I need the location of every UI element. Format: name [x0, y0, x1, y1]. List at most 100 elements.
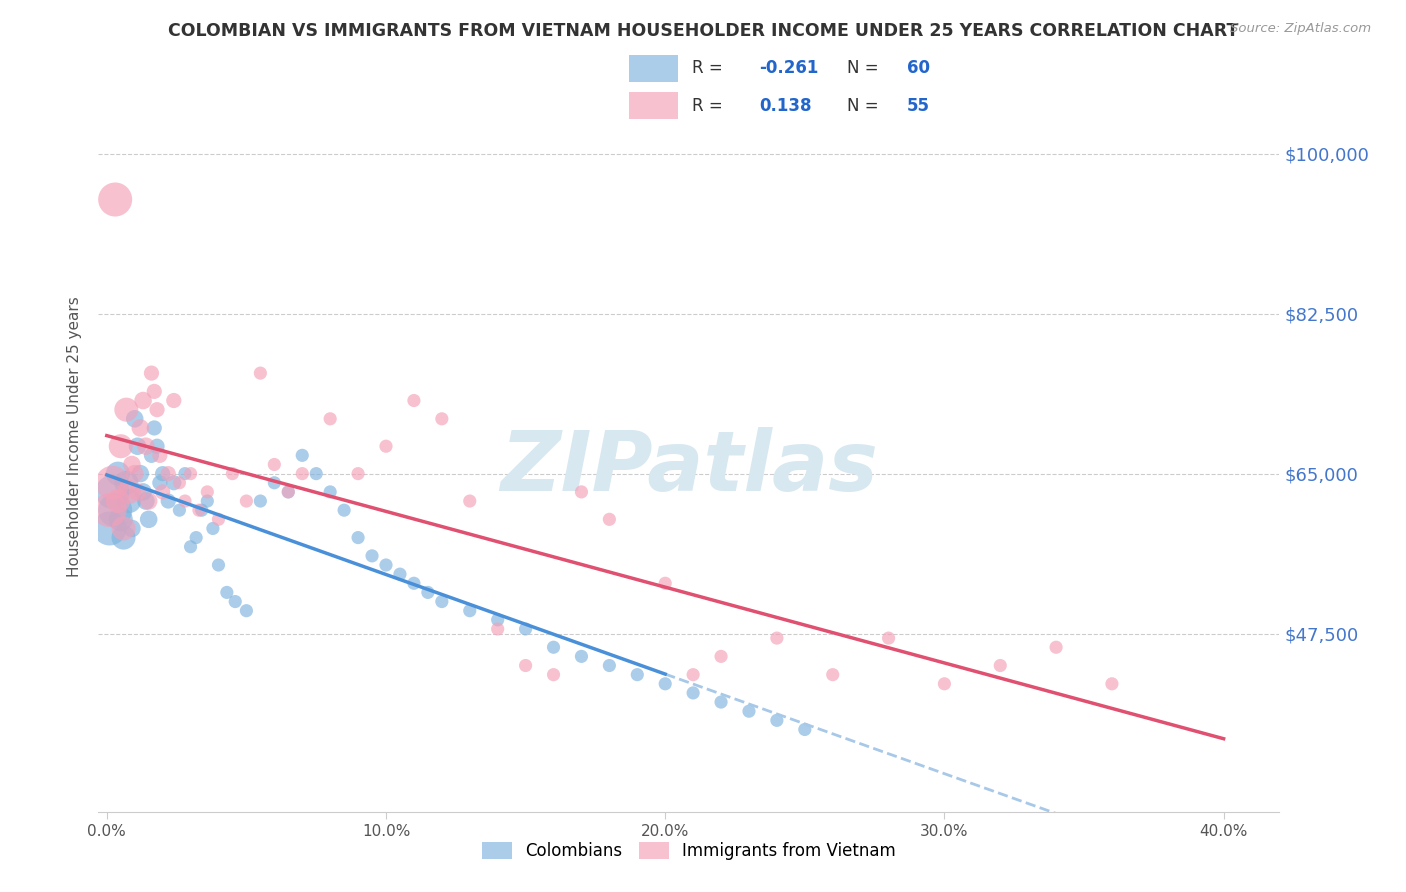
Point: [138, 494, 160, 508]
Point: [361, 549, 384, 563]
Point: [402, 393, 425, 408]
Point: [263, 475, 285, 490]
Point: [101, 484, 124, 499]
Point: [110, 512, 132, 526]
Point: [141, 366, 163, 380]
Text: R =: R =: [692, 60, 723, 78]
Text: N =: N =: [846, 60, 879, 78]
Point: [129, 421, 152, 435]
Point: [486, 622, 509, 636]
Point: [174, 494, 197, 508]
Point: [710, 695, 733, 709]
Point: [626, 667, 648, 681]
Point: [135, 439, 157, 453]
Point: [319, 484, 342, 499]
Point: [277, 484, 299, 499]
Point: [543, 667, 565, 681]
Point: [149, 475, 172, 490]
Point: [486, 613, 509, 627]
Point: [146, 402, 169, 417]
Point: [515, 622, 537, 636]
Text: COLOMBIAN VS IMMIGRANTS FROM VIETNAM HOUSEHOLDER INCOME UNDER 25 YEARS CORRELATI: COLOMBIAN VS IMMIGRANTS FROM VIETNAM HOU…: [167, 22, 1239, 40]
Point: [235, 604, 257, 618]
Point: [152, 467, 174, 481]
Point: [143, 421, 166, 435]
Point: [291, 448, 314, 462]
Point: [180, 467, 202, 481]
Point: [319, 412, 342, 426]
Point: [263, 458, 285, 472]
Point: [157, 467, 180, 481]
Point: [215, 585, 238, 599]
Point: [163, 475, 186, 490]
FancyBboxPatch shape: [630, 92, 678, 120]
Text: ZIPatlas: ZIPatlas: [501, 426, 877, 508]
Point: [388, 567, 411, 582]
Point: [104, 503, 127, 517]
Point: [543, 640, 565, 655]
Point: [934, 677, 956, 691]
Point: [195, 484, 218, 499]
Text: 60: 60: [907, 60, 929, 78]
Point: [235, 494, 257, 508]
Point: [143, 384, 166, 399]
Point: [710, 649, 733, 664]
Point: [107, 467, 129, 481]
Point: [375, 439, 398, 453]
Point: [115, 475, 138, 490]
Point: [127, 484, 149, 499]
Point: [190, 503, 212, 517]
Point: [186, 531, 208, 545]
Point: [132, 393, 155, 408]
Point: [571, 649, 593, 664]
Point: [135, 494, 157, 508]
Point: [110, 439, 132, 453]
Text: -0.261: -0.261: [759, 60, 818, 78]
Point: [224, 594, 246, 608]
Point: [402, 576, 425, 591]
Text: N =: N =: [846, 96, 879, 114]
Point: [766, 714, 789, 728]
Point: [988, 658, 1011, 673]
Point: [430, 412, 453, 426]
Point: [180, 540, 202, 554]
Point: [107, 494, 129, 508]
Point: [118, 494, 141, 508]
Point: [598, 512, 620, 526]
Point: [157, 494, 180, 508]
Point: [793, 723, 815, 737]
Legend: Colombians, Immigrants from Vietnam: Colombians, Immigrants from Vietnam: [475, 836, 903, 867]
Point: [877, 631, 900, 645]
Point: [201, 521, 224, 535]
Point: [347, 467, 370, 481]
Point: [1101, 677, 1123, 691]
Point: [195, 494, 218, 508]
Point: [571, 484, 593, 499]
Point: [101, 475, 124, 490]
Point: [277, 484, 299, 499]
Text: 0.138: 0.138: [759, 96, 811, 114]
Point: [118, 484, 141, 499]
Point: [146, 439, 169, 453]
Point: [124, 467, 146, 481]
Point: [249, 366, 271, 380]
Point: [112, 531, 135, 545]
Point: [221, 467, 243, 481]
Point: [124, 412, 146, 426]
Point: [138, 512, 160, 526]
Point: [112, 521, 135, 535]
Point: [598, 658, 620, 673]
Point: [458, 494, 481, 508]
Point: [127, 439, 149, 453]
Point: [207, 512, 229, 526]
Text: 55: 55: [907, 96, 929, 114]
Point: [141, 448, 163, 462]
Point: [98, 503, 121, 517]
Point: [121, 458, 143, 472]
Point: [104, 193, 127, 207]
Point: [169, 475, 191, 490]
Point: [115, 402, 138, 417]
Point: [682, 667, 704, 681]
Point: [738, 704, 761, 718]
Point: [98, 521, 121, 535]
